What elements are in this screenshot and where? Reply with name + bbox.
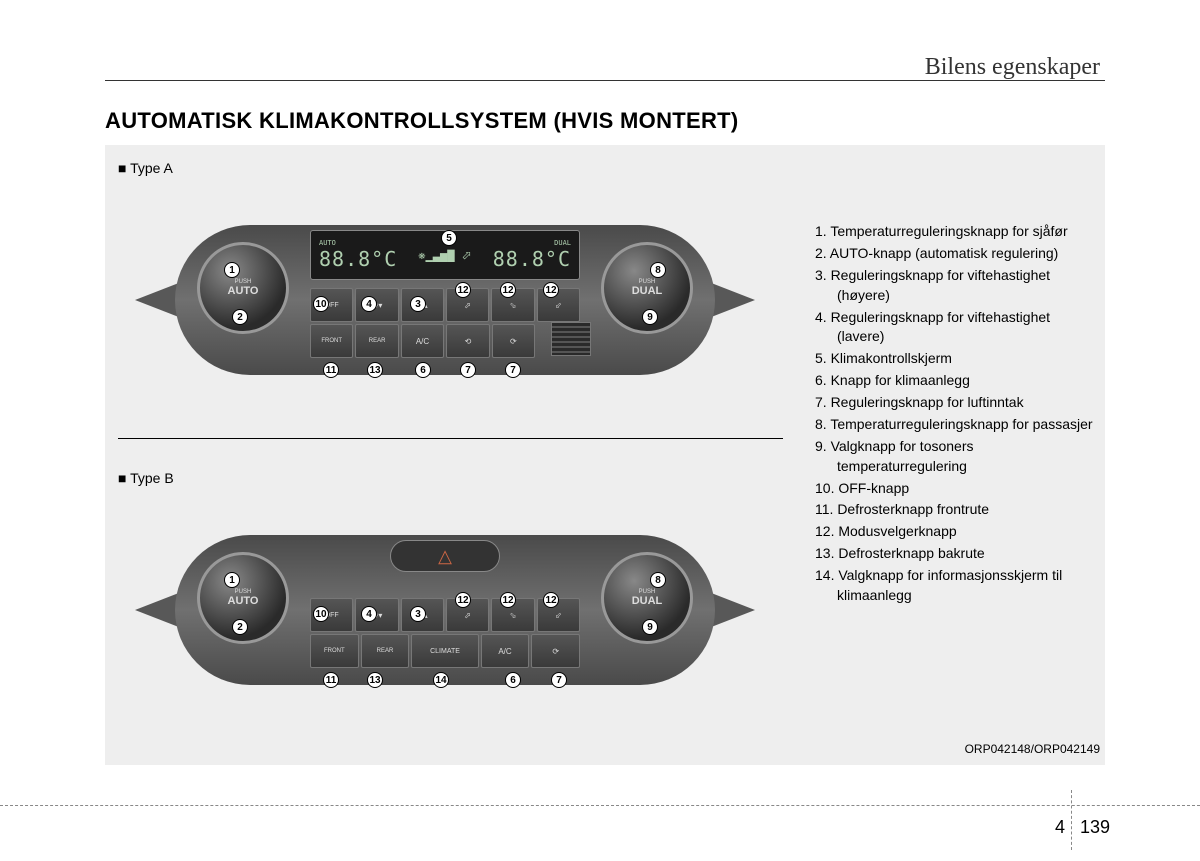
legend-item: 13. Defrosterknapp bakrute bbox=[815, 544, 1095, 564]
image-reference: ORP042148/ORP042149 bbox=[965, 742, 1100, 756]
page-chapter: 4 bbox=[1055, 817, 1065, 838]
callout-number: 11 bbox=[323, 362, 339, 378]
ac-button[interactable]: A/C bbox=[401, 324, 444, 358]
callout-number: 4 bbox=[361, 296, 377, 312]
legend-item: 14. Valgknapp for informasjonsskjerm til… bbox=[815, 566, 1095, 606]
callout-number: 8 bbox=[650, 572, 666, 588]
temp-left: 88.8°C bbox=[319, 247, 397, 271]
callout-number: 14 bbox=[433, 672, 449, 688]
callout-number: 9 bbox=[642, 619, 658, 635]
button-grid-b: OFF ❋▾ ❋▴ ⬀ ⬂ ⬃ FRONT REAR CLIMATE A/C ⟳ bbox=[310, 598, 580, 670]
hazard-icon: △ bbox=[438, 546, 452, 567]
callout-number: 11 bbox=[323, 672, 339, 688]
auto-indicator: AUTO bbox=[319, 239, 397, 247]
callout-number: 12 bbox=[543, 592, 559, 608]
fresh-air-button[interactable]: ⟳ bbox=[492, 324, 535, 358]
callout-number: 12 bbox=[500, 592, 516, 608]
front-defrost-button[interactable]: FRONT bbox=[310, 324, 353, 358]
callout-number: 12 bbox=[455, 592, 471, 608]
ac-button[interactable]: A/C bbox=[481, 634, 530, 668]
legend-item: 11. Defrosterknapp frontrute bbox=[815, 500, 1095, 520]
callout-number: 10 bbox=[313, 606, 329, 622]
legend-item: 12. Modusvelgerknapp bbox=[815, 522, 1095, 542]
recirculation-button[interactable]: ⟲ bbox=[446, 324, 489, 358]
callout-number: 2 bbox=[232, 619, 248, 635]
callout-number: 3 bbox=[410, 606, 426, 622]
legend-item: 3. Reguleringsknapp for viftehastighet (… bbox=[815, 266, 1095, 306]
callout-number: 10 bbox=[313, 296, 329, 312]
dual-indicator: DUAL bbox=[493, 239, 571, 247]
page-number: 139 bbox=[1080, 817, 1110, 838]
dual-label: DUAL bbox=[632, 285, 663, 297]
callout-number: 9 bbox=[642, 309, 658, 325]
fan-icon: ❋▁▃▅▇ ⬀ bbox=[418, 248, 471, 262]
type-b-label: ■ Type B bbox=[118, 470, 174, 486]
button-grid-a: OFF ❋▾ ❋▴ ⬀ ⬂ ⬃ FRONT REAR A/C ⟲ ⟳ bbox=[310, 288, 580, 360]
front-defrost-button[interactable]: FRONT bbox=[310, 634, 359, 668]
rear-defrost-button[interactable]: REAR bbox=[361, 634, 410, 668]
callout-number: 12 bbox=[455, 282, 471, 298]
rear-defrost-button[interactable]: REAR bbox=[355, 324, 398, 358]
legend-item: 4. Reguleringsknapp for viftehastighet (… bbox=[815, 308, 1095, 348]
legend-list: 1. Temperaturreguleringsknapp for sjåfør… bbox=[815, 222, 1095, 608]
legend-item: 1. Temperaturreguleringsknapp for sjåfør bbox=[815, 222, 1095, 242]
callout-number: 7 bbox=[551, 672, 567, 688]
dual-label: DUAL bbox=[632, 595, 663, 607]
callout-number: 5 bbox=[441, 230, 457, 246]
legend-item: 2. AUTO-knapp (automatisk regulering) bbox=[815, 244, 1095, 264]
climate-panel-type-b: PUSH AUTO PUSH DUAL △ OFF ❋▾ ❋▴ ⬀ ⬂ ⬃ FR… bbox=[135, 520, 755, 700]
type-a-label: ■ Type A bbox=[118, 160, 173, 176]
legend-item: 5. Klimakontrollskjerm bbox=[815, 349, 1095, 369]
callout-number: 7 bbox=[460, 362, 476, 378]
callout-number: 8 bbox=[650, 262, 666, 278]
callout-number: 2 bbox=[232, 309, 248, 325]
climate-button[interactable]: CLIMATE bbox=[411, 634, 478, 668]
legend-item: 9. Valgknapp for tosoners temperaturregu… bbox=[815, 437, 1095, 477]
temp-right: 88.8°C bbox=[493, 247, 571, 271]
callout-number: 13 bbox=[367, 362, 383, 378]
callout-number: 13 bbox=[367, 672, 383, 688]
legend-item: 6. Knapp for klimaanlegg bbox=[815, 371, 1095, 391]
legend-item: 10. OFF-knapp bbox=[815, 479, 1095, 499]
callout-number: 3 bbox=[410, 296, 426, 312]
section-title: AUTOMATISK KLIMAKONTROLLSYSTEM (HVIS MON… bbox=[105, 108, 739, 134]
climate-panel-type-a: PUSH AUTO PUSH DUAL AUTO 88.8°C ❋▁▃▅▇ ⬀ … bbox=[135, 210, 755, 390]
callout-number: 1 bbox=[224, 262, 240, 278]
vent-grille bbox=[551, 322, 591, 356]
legend-item: 8. Temperaturreguleringsknapp for passas… bbox=[815, 415, 1095, 435]
type-divider bbox=[118, 438, 783, 439]
callout-number: 6 bbox=[415, 362, 431, 378]
legend-item: 7. Reguleringsknapp for luftinntak bbox=[815, 393, 1095, 413]
callout-number: 12 bbox=[543, 282, 559, 298]
footer-divider bbox=[1071, 790, 1072, 850]
callout-number: 1 bbox=[224, 572, 240, 588]
callout-number: 4 bbox=[361, 606, 377, 622]
callout-number: 6 bbox=[505, 672, 521, 688]
auto-label: AUTO bbox=[228, 285, 259, 297]
recirculation-button[interactable]: ⟳ bbox=[531, 634, 580, 668]
callout-number: 7 bbox=[505, 362, 521, 378]
auto-label: AUTO bbox=[228, 595, 259, 607]
chapter-title: Bilens egenskaper bbox=[925, 54, 1100, 81]
callout-number: 12 bbox=[500, 282, 516, 298]
hazard-button[interactable]: △ bbox=[390, 540, 500, 572]
footer-rule bbox=[0, 805, 1200, 806]
